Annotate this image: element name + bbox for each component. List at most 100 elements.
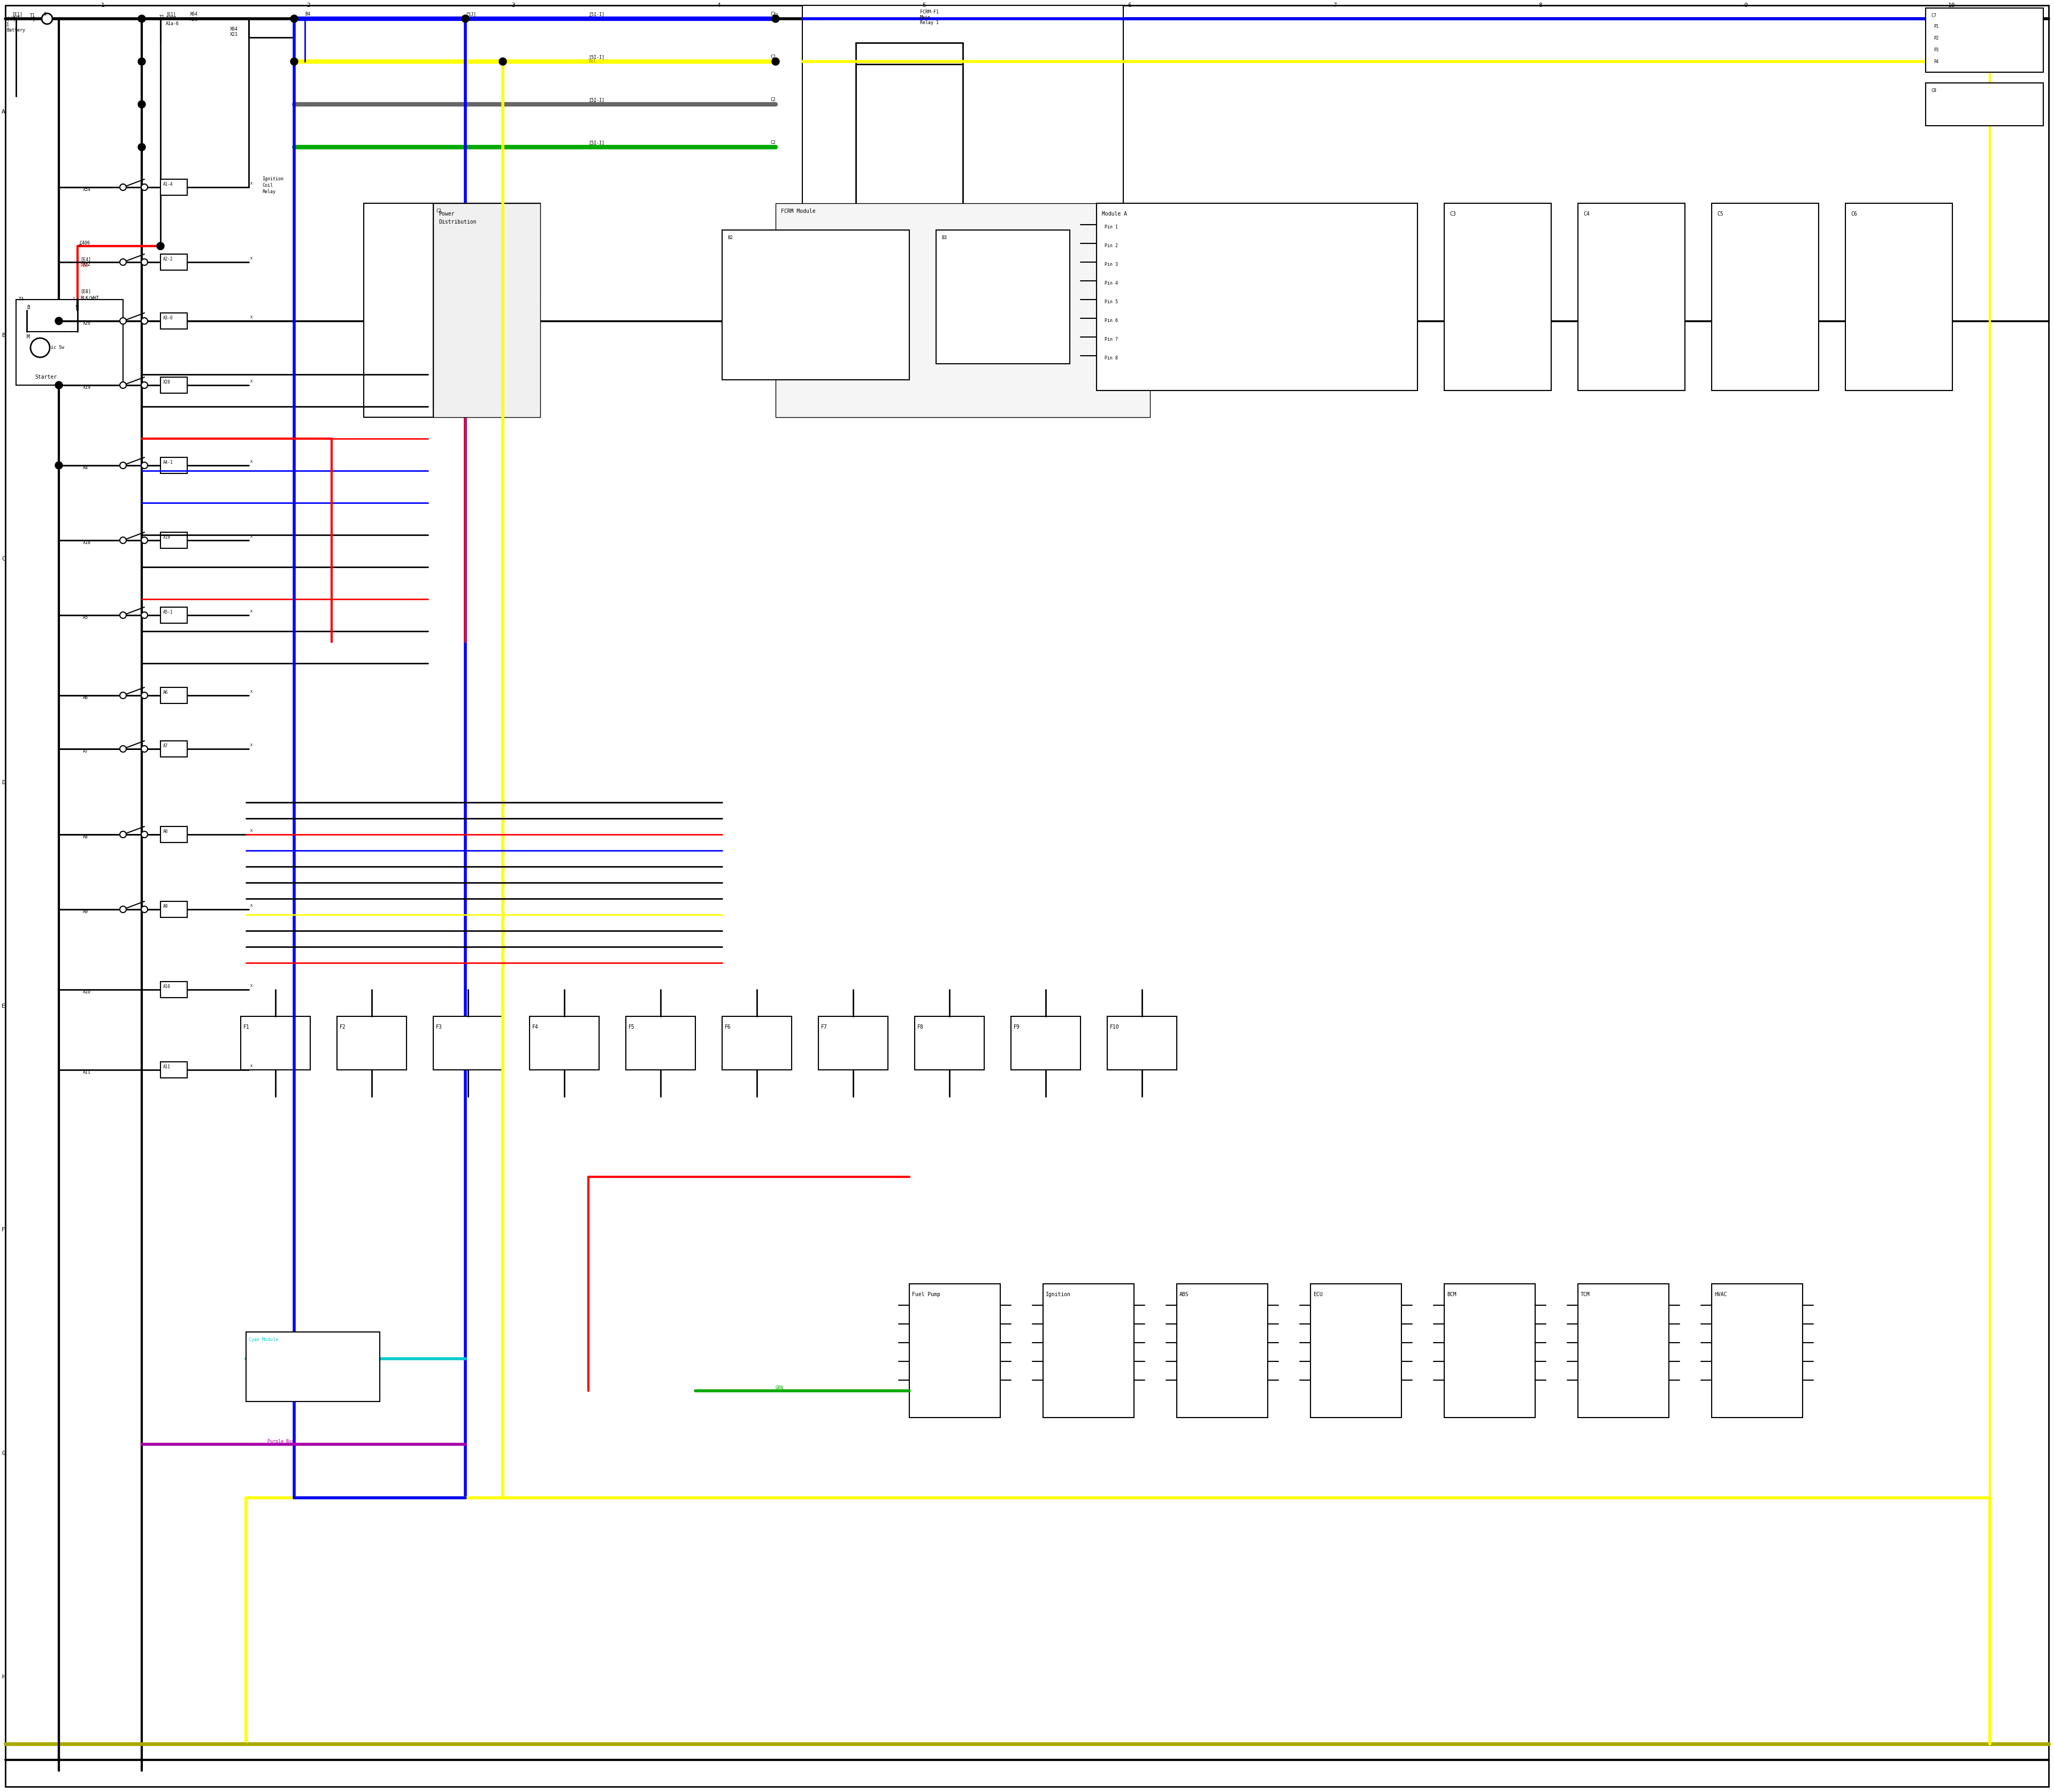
Bar (1711, 1283, 1803, 1417)
Text: X64: X64 (230, 27, 238, 32)
Bar (160, 901, 187, 918)
Text: B3: B3 (941, 235, 947, 240)
Text: A8: A8 (82, 835, 88, 839)
Text: F3: F3 (435, 1025, 442, 1030)
Text: Fuel Pump: Fuel Pump (912, 1292, 941, 1297)
Bar (1577, 1283, 1668, 1417)
Circle shape (119, 317, 125, 324)
Bar (16, 299, 123, 385)
Text: G: G (2, 1452, 6, 1457)
Circle shape (119, 831, 125, 837)
Text: A9: A9 (162, 903, 168, 909)
Text: Yel: Yel (587, 59, 596, 65)
Text: A9: A9 (82, 909, 88, 914)
Bar (1444, 1283, 1534, 1417)
Text: F6: F6 (725, 1025, 731, 1030)
Bar (433, 1016, 503, 1070)
Circle shape (119, 258, 125, 265)
Text: F4: F4 (532, 1025, 538, 1030)
Text: [5I-I]: [5I-I] (587, 140, 604, 145)
Text: Battery: Battery (6, 29, 25, 32)
Circle shape (142, 258, 148, 265)
Circle shape (462, 14, 468, 23)
Text: X: X (251, 461, 253, 464)
Bar (160, 532, 187, 548)
Text: A6: A6 (162, 690, 168, 695)
Bar (246, 1331, 380, 1401)
Text: TCM: TCM (1582, 1292, 1590, 1297)
Text: GRN: GRN (776, 1385, 785, 1391)
Circle shape (138, 100, 146, 108)
Text: C: C (2, 556, 6, 561)
Text: X: X (251, 256, 253, 260)
Bar (1043, 1283, 1134, 1417)
Text: [5I-I]: [5I-I] (587, 13, 604, 16)
Text: X18: X18 (82, 539, 90, 545)
Circle shape (142, 317, 148, 324)
Text: [E1]: [E1] (12, 13, 23, 16)
Text: C2: C2 (435, 208, 442, 213)
Circle shape (119, 382, 125, 389)
Circle shape (142, 538, 148, 543)
Circle shape (55, 382, 62, 389)
Text: 8: 8 (1538, 2, 1543, 7)
Text: A10: A10 (82, 989, 90, 995)
Text: (+): (+) (6, 16, 16, 22)
Text: X21: X21 (230, 32, 238, 38)
Bar (433, 202, 540, 299)
Text: 10: 10 (1947, 2, 1955, 7)
Circle shape (138, 143, 146, 151)
Text: Pin 1: Pin 1 (1105, 224, 1117, 229)
Text: [E8]: [E8] (80, 289, 90, 294)
Text: A4: A4 (82, 466, 88, 470)
Text: Pin 7: Pin 7 (1105, 337, 1117, 342)
Text: X19: X19 (82, 385, 90, 391)
Bar (433, 202, 540, 418)
Text: 9: 9 (1744, 2, 1748, 7)
Text: A5-1: A5-1 (162, 609, 173, 615)
Text: 1: 1 (33, 18, 35, 22)
Text: Ignition: Ignition (263, 177, 283, 181)
Text: F5: F5 (629, 1025, 635, 1030)
Bar (240, 1016, 310, 1070)
Text: X: X (251, 830, 253, 831)
Circle shape (142, 611, 148, 618)
Text: Relay 1: Relay 1 (920, 20, 939, 25)
Text: C5: C5 (1717, 211, 1723, 217)
Bar (803, 5, 1124, 246)
Text: A11: A11 (82, 1070, 90, 1075)
Text: X: X (251, 744, 253, 747)
Text: B4: B4 (304, 13, 310, 16)
Bar (1927, 7, 2044, 72)
Text: Pin 5: Pin 5 (1105, 299, 1117, 305)
Text: C7: C7 (1931, 13, 1937, 18)
Text: A3-0: A3-0 (162, 315, 173, 321)
Text: C406: C406 (80, 240, 90, 246)
Bar (160, 457, 187, 473)
Text: ECU: ECU (1313, 1292, 1323, 1297)
Text: H: H (2, 1674, 6, 1679)
Bar (817, 1016, 887, 1070)
Text: A5: A5 (82, 615, 88, 620)
Text: RED: RED (80, 263, 88, 269)
Text: Cyan Module: Cyan Module (249, 1337, 277, 1342)
Text: WHT: WHT (12, 16, 21, 22)
Circle shape (772, 14, 778, 23)
Text: Magnetic Sw: Magnetic Sw (35, 346, 64, 349)
Circle shape (142, 831, 148, 837)
Text: A8: A8 (162, 830, 168, 833)
Bar (160, 826, 187, 842)
Text: A10: A10 (162, 984, 170, 989)
Text: P2: P2 (1933, 36, 1939, 41)
Text: 4: 4 (717, 2, 721, 7)
Circle shape (772, 57, 778, 65)
Text: X22: X22 (82, 262, 90, 267)
Text: X21: X21 (189, 18, 197, 22)
Text: BLU: BLU (587, 16, 596, 22)
Text: X: X (251, 1064, 253, 1068)
Text: P1: P1 (1933, 23, 1939, 29)
Text: C6: C6 (1851, 211, 1857, 217)
Bar (160, 376, 187, 392)
Text: Main: Main (920, 14, 930, 20)
Text: X: X (251, 380, 253, 383)
